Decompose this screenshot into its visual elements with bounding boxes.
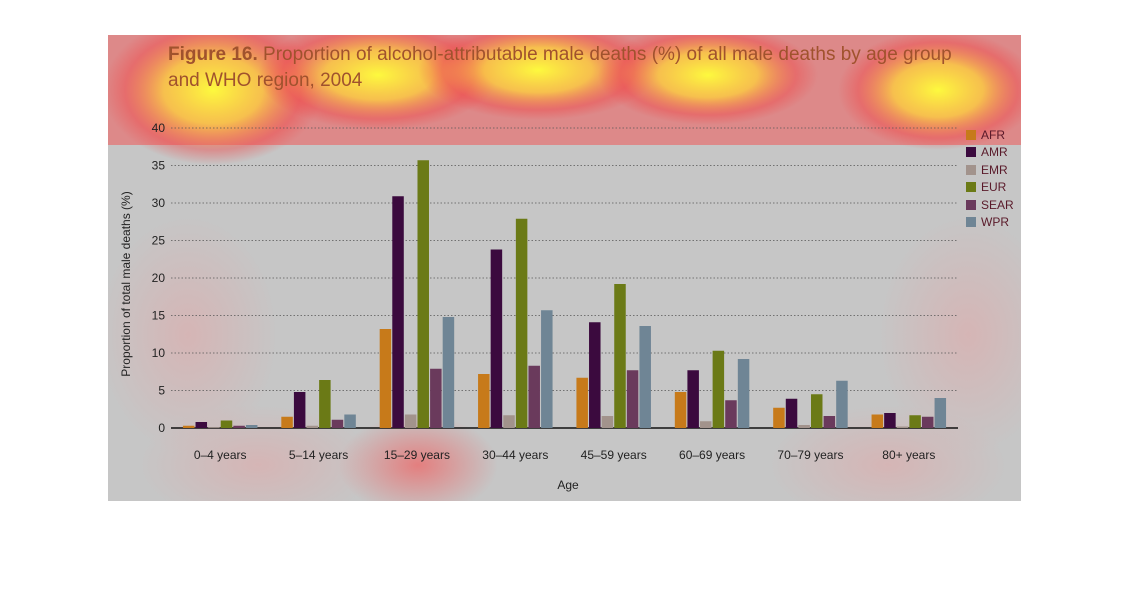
legend-swatch bbox=[966, 147, 976, 158]
bar-eur bbox=[810, 394, 823, 428]
bar-wpr bbox=[737, 359, 750, 428]
x-tick-label: 45–59 years bbox=[581, 448, 647, 462]
bar-wpr bbox=[541, 310, 553, 428]
bar-afr bbox=[871, 414, 884, 428]
bar-sear bbox=[528, 365, 540, 428]
bar-eur bbox=[614, 284, 626, 428]
bar-amr bbox=[392, 196, 404, 428]
bar-emr bbox=[601, 416, 614, 428]
bar-emr bbox=[896, 426, 909, 428]
bar-wpr bbox=[934, 398, 947, 428]
legend-item-amr: AMR bbox=[966, 144, 1014, 162]
x-tick-label: 0–4 years bbox=[194, 448, 247, 462]
bar-afr bbox=[773, 407, 785, 428]
legend-item-emr: EMR bbox=[966, 161, 1014, 179]
bar-afr bbox=[182, 425, 195, 428]
bar-emr bbox=[798, 425, 810, 428]
chart-legend: AFR AMR EMR EUR SEAR WPR bbox=[966, 126, 1014, 231]
bar-emr bbox=[306, 425, 319, 428]
x-tick-label: 5–14 years bbox=[289, 448, 348, 462]
y-tick-label: 5 bbox=[158, 384, 165, 398]
bar-afr bbox=[576, 377, 588, 428]
x-tick-label: 30–44 years bbox=[482, 448, 548, 462]
x-tick-label: 15–29 years bbox=[384, 448, 450, 462]
bar-wpr bbox=[245, 425, 258, 428]
y-tick-label: 20 bbox=[152, 271, 166, 285]
bar-eur bbox=[909, 415, 921, 428]
bar-eur bbox=[515, 218, 528, 428]
bar-emr bbox=[503, 415, 515, 428]
y-tick-label: 25 bbox=[152, 234, 166, 248]
figure-title-text: Proportion of alcohol-attributable male … bbox=[168, 44, 952, 91]
bar-eur bbox=[220, 420, 233, 428]
bar-emr bbox=[700, 421, 712, 428]
y-tick-label: 40 bbox=[152, 121, 166, 135]
bar-wpr bbox=[639, 326, 651, 428]
y-tick-label: 35 bbox=[152, 159, 166, 173]
y-tick-label: 15 bbox=[152, 309, 166, 323]
bar-sear bbox=[725, 400, 737, 428]
legend-item-afr: AFR bbox=[966, 126, 1014, 144]
x-tick-label: 60–69 years bbox=[679, 448, 745, 462]
y-tick-label: 30 bbox=[152, 196, 166, 210]
attention-heatmap-overlay bbox=[108, 35, 1021, 501]
legend-label: WPR bbox=[981, 215, 1009, 230]
bar-amr bbox=[785, 398, 798, 428]
bar-sear bbox=[626, 370, 639, 428]
bar-sear bbox=[233, 425, 245, 428]
legend-swatch bbox=[966, 129, 976, 140]
bar-eur bbox=[319, 380, 331, 428]
bar-amr bbox=[195, 422, 208, 428]
bar-sear bbox=[823, 416, 836, 428]
legend-item-eur: EUR bbox=[966, 179, 1014, 197]
bar-sear bbox=[331, 419, 344, 428]
x-axis-label: Age bbox=[557, 478, 579, 492]
legend-item-sear: SEAR bbox=[966, 196, 1014, 214]
bar-wpr bbox=[344, 414, 356, 428]
y-tick-label: 10 bbox=[152, 346, 166, 360]
bar-afr bbox=[281, 416, 293, 428]
figure-number: Figure 16. bbox=[168, 44, 258, 65]
y-tick-label: 0 bbox=[158, 421, 165, 435]
bar-amr bbox=[687, 370, 699, 428]
legend-label: AFR bbox=[981, 127, 1005, 142]
bar-emr bbox=[404, 414, 417, 428]
bar-eur bbox=[712, 350, 725, 428]
bar-afr bbox=[379, 329, 392, 428]
bar-sear bbox=[430, 368, 442, 428]
bar-amr bbox=[589, 322, 601, 428]
bar-afr bbox=[478, 374, 490, 428]
bar-wpr bbox=[836, 380, 848, 428]
legend-swatch bbox=[966, 217, 976, 228]
bar-eur bbox=[417, 160, 429, 428]
bar-wpr bbox=[442, 317, 455, 428]
bar-amr bbox=[293, 392, 306, 428]
x-tick-label: 80+ years bbox=[882, 448, 935, 462]
legend-swatch bbox=[966, 199, 976, 210]
bar-emr bbox=[208, 427, 220, 429]
figure-title: Figure 16. Proportion of alcohol-attribu… bbox=[168, 42, 988, 94]
bar-sear bbox=[921, 416, 934, 428]
legend-label: EMR bbox=[981, 162, 1008, 177]
y-axis-label: Proportion of total male deaths (%) bbox=[119, 191, 133, 377]
legend-item-wpr: WPR bbox=[966, 214, 1014, 232]
legend-label: SEAR bbox=[981, 197, 1014, 212]
legend-label: EUR bbox=[981, 180, 1007, 195]
figure-panel: Figure 16. Proportion of alcohol-attribu… bbox=[108, 35, 1021, 501]
x-tick-label: 70–79 years bbox=[777, 448, 843, 462]
bar-chart: 0 5 10 15 20 25 30 35 40 0–4 years 5–14 years 15–29… bbox=[152, 121, 958, 462]
bar-amr bbox=[490, 249, 503, 428]
legend-swatch bbox=[966, 182, 976, 193]
legend-label: AMR bbox=[981, 145, 1008, 160]
legend-swatch bbox=[966, 164, 976, 175]
bar-amr bbox=[884, 413, 896, 428]
bar-afr bbox=[674, 392, 687, 428]
